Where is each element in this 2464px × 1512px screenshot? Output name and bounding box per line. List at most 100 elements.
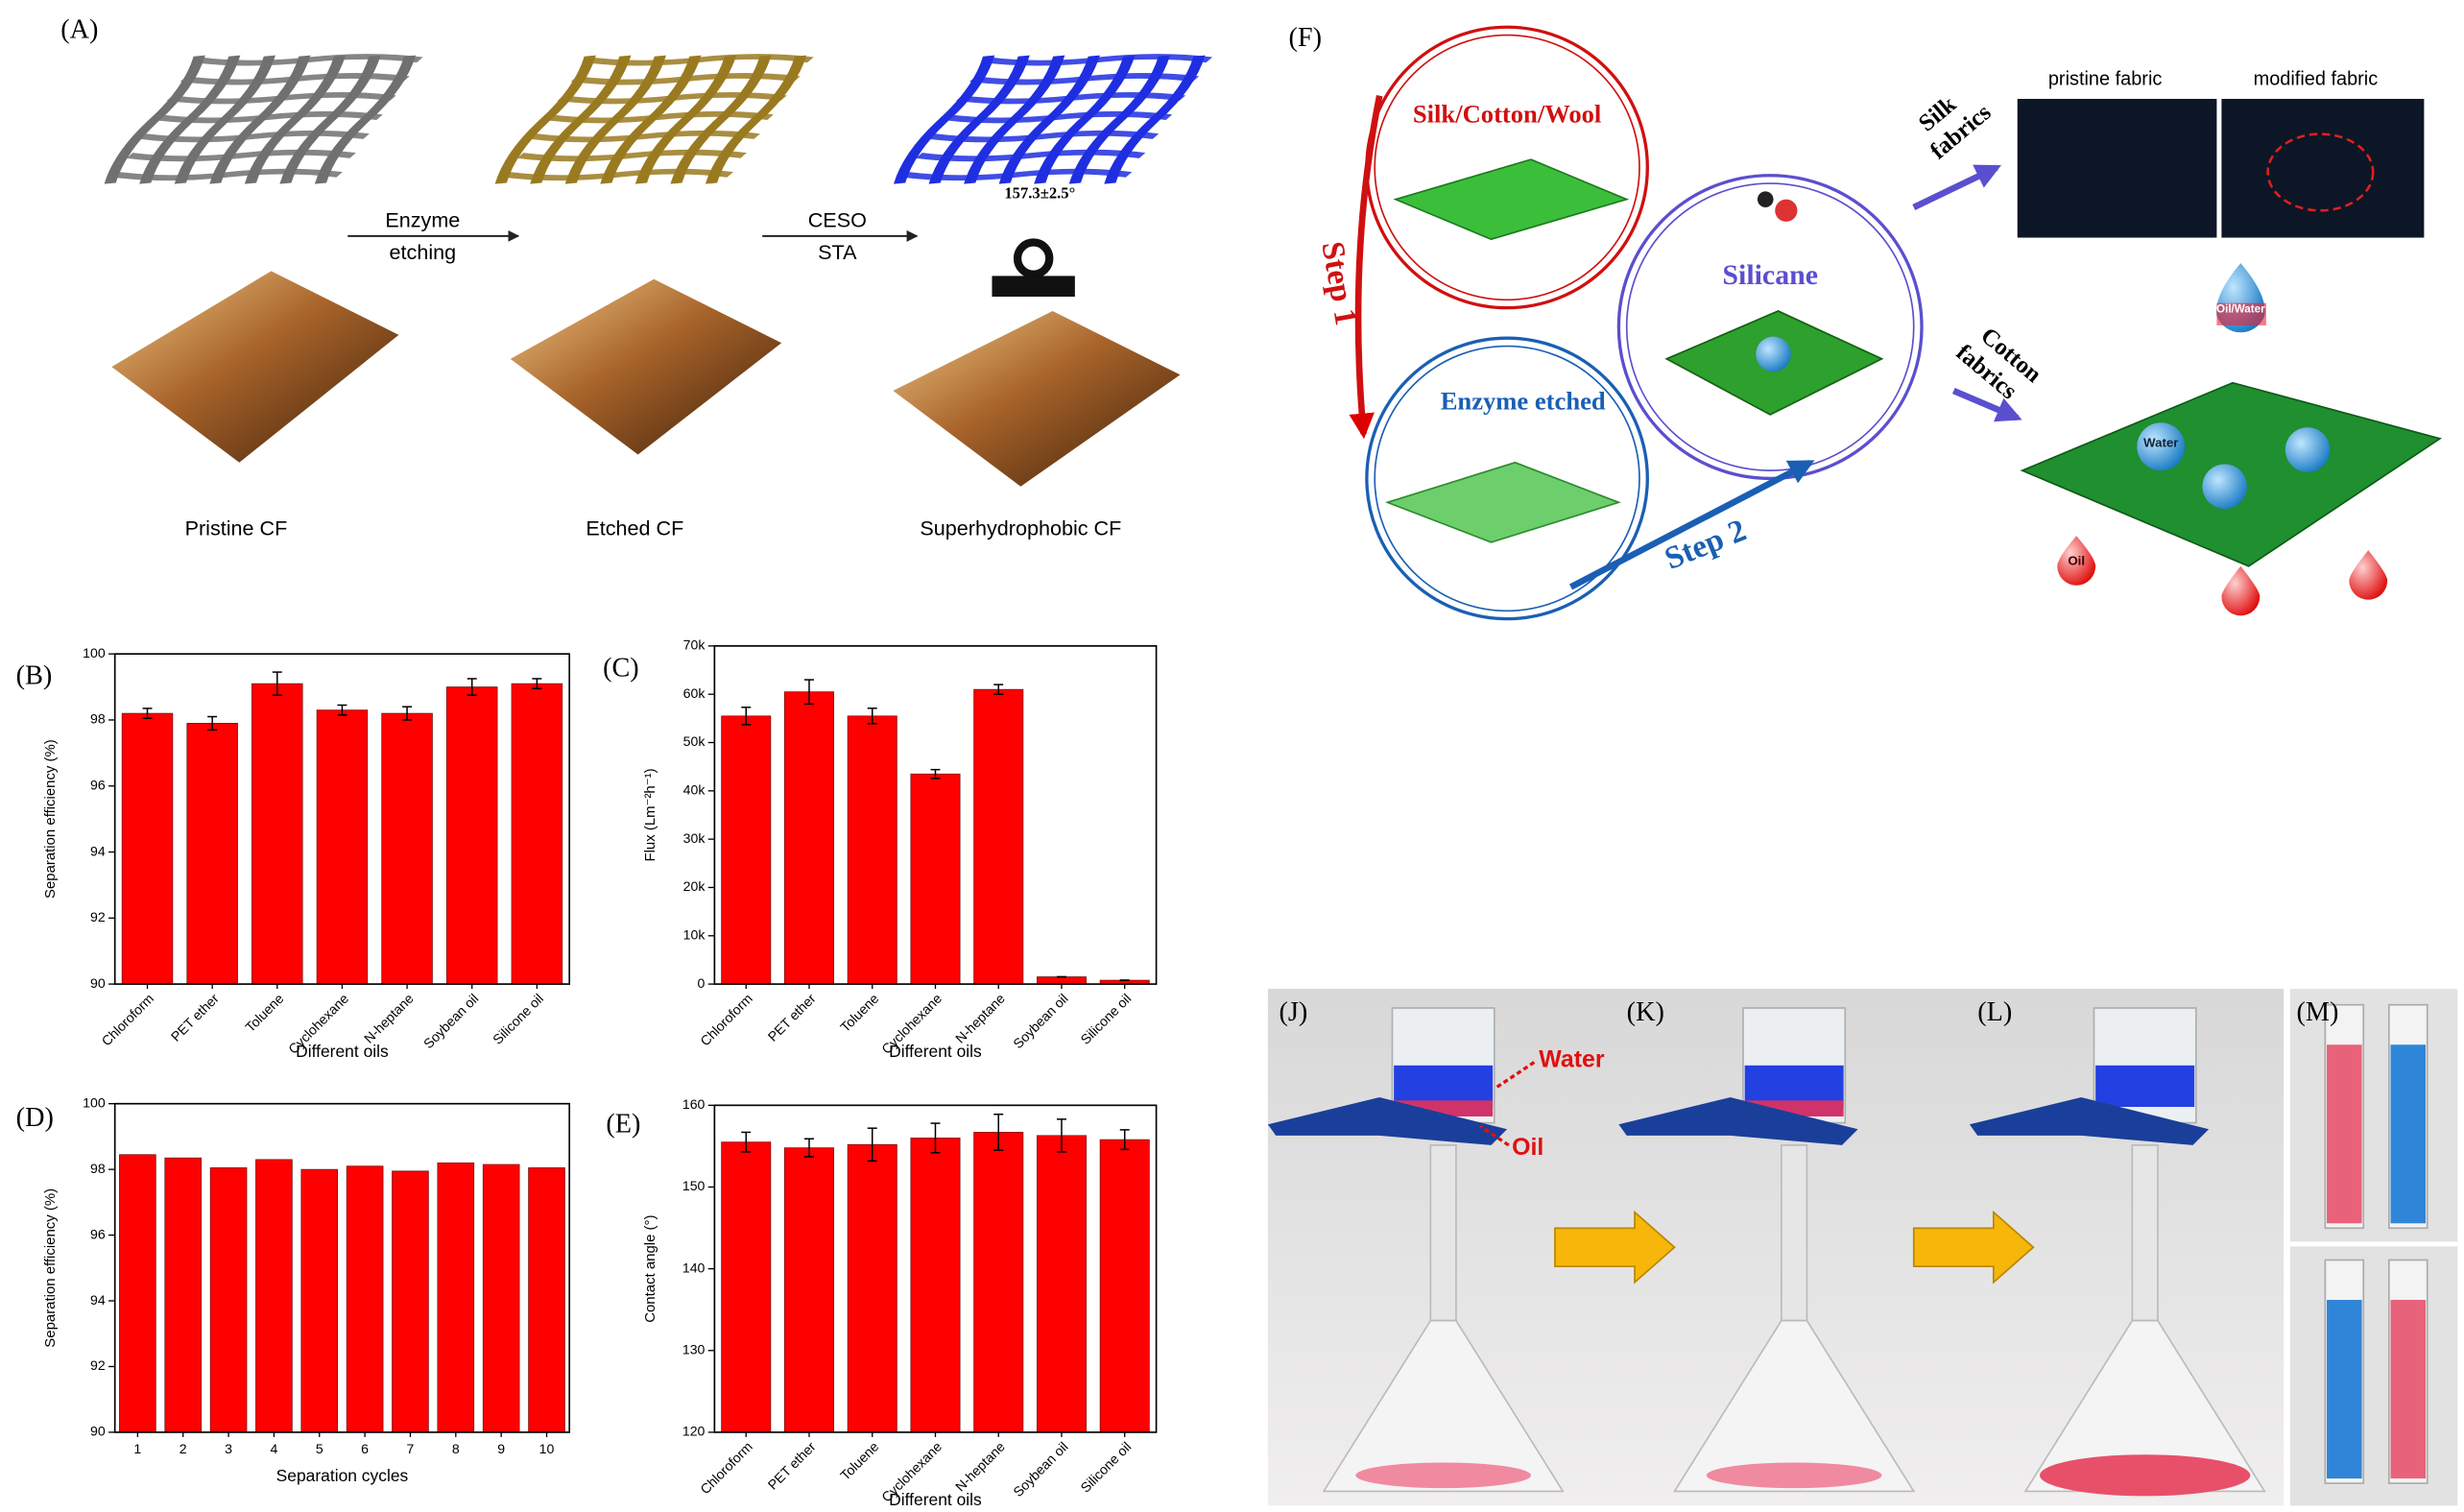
bar	[119, 1154, 156, 1433]
panel-label: (B)	[16, 661, 53, 691]
x-axis-label: Different oils	[889, 1042, 982, 1061]
photo	[2221, 99, 2425, 238]
plot-frame	[113, 1102, 571, 1433]
mesh-thread	[112, 168, 343, 181]
x-tick-label: 4	[270, 1441, 277, 1456]
x-tick-label: PET ether	[168, 991, 222, 1044]
etched-label: Enzyme etched	[1441, 386, 1606, 415]
liquid	[2327, 1044, 2362, 1224]
arrow	[1912, 164, 2001, 210]
bar	[300, 1168, 339, 1433]
circle	[1616, 174, 1924, 481]
substrate	[992, 276, 1075, 298]
bar	[186, 723, 238, 985]
stem	[1429, 1144, 1457, 1322]
y-tick-label: 10k	[683, 926, 706, 942]
water	[2095, 1065, 2195, 1108]
bar	[910, 1138, 961, 1433]
x-tick-label: 1	[133, 1441, 141, 1456]
plot-frame	[713, 1104, 1158, 1433]
mesh	[104, 54, 423, 184]
x-tick-label: 5	[316, 1441, 323, 1456]
x-tick-label: 10	[539, 1441, 555, 1456]
droplet	[2057, 536, 2096, 586]
x-tick-label: 9	[497, 1441, 505, 1456]
photo	[2289, 989, 2458, 1506]
bar	[446, 686, 498, 985]
bar	[164, 1157, 202, 1433]
y-axis-label: Contact angle (°)	[642, 1214, 658, 1322]
droplet	[2202, 464, 2247, 509]
panel-label: (D)	[16, 1103, 54, 1133]
mesh-thread	[139, 130, 370, 143]
bar	[847, 1143, 897, 1433]
bar	[528, 1167, 565, 1433]
glassware	[1267, 1003, 2428, 1497]
plot-frame	[113, 653, 571, 985]
mesh-thread	[503, 168, 733, 181]
y-tick-label: 90	[90, 1424, 106, 1439]
circle	[1374, 345, 1640, 612]
mesh-thread	[516, 149, 747, 162]
y-tick-label: 96	[90, 1226, 106, 1241]
bar	[973, 1132, 1024, 1433]
step-label: Step 2	[1660, 513, 1751, 577]
mesh-thread	[705, 55, 807, 184]
droplet-bottom	[2216, 302, 2266, 325]
bar	[392, 1170, 429, 1433]
arrow	[1951, 387, 2022, 422]
bar	[784, 691, 834, 985]
bar	[1036, 1135, 1087, 1433]
bar	[316, 709, 369, 985]
bar	[251, 683, 303, 985]
fabric	[1393, 158, 1630, 241]
y-axis-label: Separation efficiency (%)	[42, 1188, 59, 1348]
stem	[2131, 1144, 2159, 1322]
mesh	[494, 54, 814, 184]
arrow	[1554, 1210, 1676, 1284]
bar	[721, 715, 772, 985]
bar	[255, 1159, 293, 1433]
droplet	[2285, 427, 2331, 472]
x-tick-label: N-heptane	[952, 1439, 1008, 1495]
droplet	[2137, 422, 2186, 471]
mesh-thread	[929, 130, 1160, 143]
x-tick-label: Silicone oil	[1077, 991, 1134, 1047]
x-tick-label: Silicone oil	[1077, 1439, 1134, 1496]
mesh-thread	[279, 55, 381, 184]
fabric-meshes	[104, 54, 1213, 184]
oil-label: Oil	[2068, 553, 2085, 567]
panel-label: (A)	[60, 15, 98, 45]
silicane-label: Silicane	[1722, 259, 1818, 291]
mesh-thread	[543, 110, 774, 124]
panel-label: (C)	[603, 653, 639, 683]
y-tick-label: 98	[90, 1161, 106, 1176]
x-tick-label: PET ether	[765, 991, 819, 1044]
panel-label: (M)	[2296, 997, 2338, 1027]
x-tick-label: 7	[407, 1441, 415, 1456]
afm-image	[111, 271, 399, 463]
mesh-thread	[1034, 55, 1136, 184]
fabric	[1384, 461, 1621, 543]
panel-label: (J)	[1280, 997, 1308, 1027]
mesh-thread	[916, 149, 1146, 162]
bar	[784, 1147, 834, 1433]
x-tick-label: Soybean oil	[1010, 1439, 1070, 1500]
step-arrow	[1569, 459, 1815, 590]
y-axis-label: Flux (Lm⁻²h⁻¹)	[642, 768, 658, 861]
contact-angle: 157.3±2.5°	[1004, 184, 1075, 203]
arrow-label: Enzyme	[385, 208, 460, 232]
y-tick-label: 98	[90, 711, 106, 727]
y-tick-label: 94	[90, 843, 106, 858]
molecule	[1775, 199, 1798, 222]
highlight	[2266, 132, 2375, 212]
droplet-label: Oil/Water	[2216, 302, 2265, 315]
droplet	[2349, 550, 2388, 600]
y-tick-label: 100	[83, 645, 106, 660]
bar	[721, 1141, 772, 1433]
bar	[482, 1164, 520, 1433]
bar	[511, 683, 563, 985]
bar	[346, 1165, 384, 1433]
y-tick-label: 100	[83, 1094, 106, 1110]
liquid	[2390, 1300, 2427, 1479]
